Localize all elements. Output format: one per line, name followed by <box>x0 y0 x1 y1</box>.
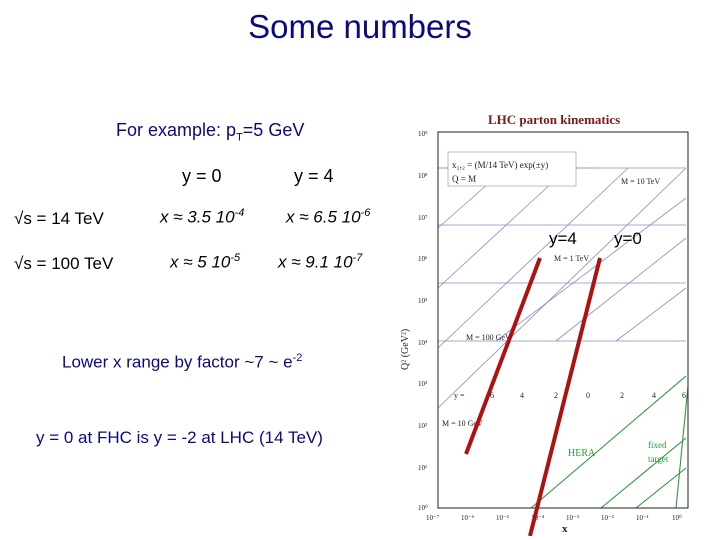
ytick-label: 10⁴ <box>418 339 428 347</box>
annotation-y4: y=4 <box>549 229 577 248</box>
y-value: 4 <box>652 391 656 400</box>
example-suffix: =5 GeV <box>242 120 305 140</box>
example-line: For example: pT=5 GeV <box>116 120 304 144</box>
diag-6 <box>555 237 687 342</box>
diag-3 <box>437 167 569 289</box>
lower-x-note: Lower x range by factor ~7 ~ e-2 <box>62 352 302 373</box>
formula-box-frame <box>447 151 577 187</box>
formula-box: x₁,₂ = (M/14 TeV) exp(±y) Q = M <box>447 151 577 187</box>
xtick-label: 10⁻⁶ <box>461 514 475 522</box>
y-axis-label: Q² (GeV²) <box>400 329 411 370</box>
y-value: 2 <box>554 391 558 400</box>
xtick-label: 10⁻¹ <box>636 514 649 522</box>
mass-label-1tev: M = 1 TeV <box>554 254 589 263</box>
y-row: y = 6 4 2 0 2 4 6 <box>454 391 686 400</box>
row-100tev-label: √s = 100 TeV <box>14 254 114 273</box>
xtick-label: 10⁻² <box>601 514 614 522</box>
y-value: 4 <box>520 391 524 400</box>
slide-title: Some numbers <box>248 8 472 45</box>
plot-grid <box>437 167 687 409</box>
diag-5 <box>495 197 687 342</box>
column-header-y4: y = 4 <box>294 166 334 186</box>
ytick-label: 10³ <box>418 380 427 388</box>
hera-line-3 <box>635 467 687 509</box>
row-100tev-x-y0-value: x ≈ 5 10 <box>170 252 231 272</box>
y-value: 6 <box>490 391 494 400</box>
hera-line-2 <box>600 437 687 509</box>
diag-7 <box>615 287 687 342</box>
ytick-label: 10⁸ <box>418 172 428 180</box>
hera-line-1 <box>530 375 687 509</box>
row-100tev-x-y4: x ≈ 9.1 10-7 <box>278 252 362 273</box>
y-ticks: 10⁹ 10⁸ 10⁷ 10⁶ 10⁵ 10⁴ 10³ 10² 10¹ 10⁰ <box>418 130 428 512</box>
mass-label-100gev: M = 100 GeV <box>466 333 511 342</box>
formula-1: x₁,₂ = (M/14 TeV) exp(±y) <box>452 160 548 170</box>
row-14tev-x-y0: x ≈ 3.5 10-4 <box>160 207 244 228</box>
row-14tev-x-y0-exponent: -4 <box>234 207 245 219</box>
mass-labels: M = 10 TeV M = 1 TeV M = 100 GeV M = 10 … <box>442 177 660 428</box>
formula-2: Q = M <box>452 174 476 184</box>
y4-marker-line <box>464 257 542 455</box>
hera-line-4 <box>675 385 689 509</box>
row-100tev-x-y4-exponent: -7 <box>352 252 363 264</box>
xtick-label: 10⁻⁷ <box>426 514 440 522</box>
row-14tev-label: √s = 14 TeV <box>14 209 104 228</box>
figure-title: LHC parton kinematics <box>488 112 620 127</box>
row-14tev-x-y4-value: x ≈ 6.5 10 <box>286 207 361 227</box>
ytick-label: 10⁰ <box>418 504 428 512</box>
example-subscript: T <box>236 131 243 144</box>
plot-frame <box>437 131 689 509</box>
y0-marker-line <box>528 257 602 536</box>
hera-label: HERA <box>568 448 596 459</box>
hera-region <box>530 375 689 509</box>
y-value: 0 <box>586 391 590 400</box>
ytick-label: 10¹ <box>418 464 427 472</box>
ytick-label: 10⁹ <box>418 130 428 138</box>
mass-label-10gev: M = 10 GeV <box>442 419 483 428</box>
lhc-kinematics-plot: LHC parton kinematics 10⁹ 10⁸ 10⁷ 10⁶ 10… <box>396 108 700 536</box>
row-14tev-x-y0-value: x ≈ 3.5 10 <box>160 207 235 227</box>
lower-x-text: Lower x range by factor ~7 ~ e <box>62 352 293 372</box>
row-100tev-x-y4-value: x ≈ 9.1 10 <box>278 252 353 272</box>
lower-x-exponent: -2 <box>292 352 303 364</box>
example-prefix: For example: p <box>116 120 237 140</box>
xtick-label: 10⁰ <box>672 514 682 522</box>
column-header-y0: y = 0 <box>182 166 222 186</box>
fhc-note: y = 0 at FHC is y = -2 at LHC (14 TeV) <box>36 428 323 447</box>
mass-label-10tev: M = 10 TeV <box>621 177 660 186</box>
fixed-target-label-2: target <box>648 454 669 464</box>
row-100tev-x-y0-exponent: -5 <box>230 252 241 264</box>
xtick-label: 10⁻³ <box>566 514 579 522</box>
xtick-label: 10⁻⁴ <box>531 514 545 522</box>
x-ticks: 10⁻⁷ 10⁻⁶ 10⁻⁵ 10⁻⁴ 10⁻³ 10⁻² 10⁻¹ 10⁰ <box>426 514 682 522</box>
y-value: 2 <box>620 391 624 400</box>
xtick-label: 10⁻⁵ <box>496 514 510 522</box>
x-axis-label: x <box>562 523 568 535</box>
y-value: 6 <box>682 391 686 400</box>
row-14tev-x-y4: x ≈ 6.5 10-6 <box>286 207 370 228</box>
ytick-label: 10⁷ <box>418 214 428 222</box>
diag-2 <box>437 167 629 349</box>
fixed-target-label-1: fixed <box>648 440 667 450</box>
annotation-y0: y=0 <box>614 229 642 248</box>
diag-1 <box>437 167 687 409</box>
y-row-label: y = <box>454 391 465 400</box>
ytick-label: 10⁵ <box>418 297 428 305</box>
ytick-label: 10² <box>418 422 427 430</box>
row-100tev-x-y0: x ≈ 5 10-5 <box>170 252 240 273</box>
row-14tev-x-y4-exponent: -6 <box>360 207 371 219</box>
ytick-label: 10⁶ <box>418 255 428 263</box>
